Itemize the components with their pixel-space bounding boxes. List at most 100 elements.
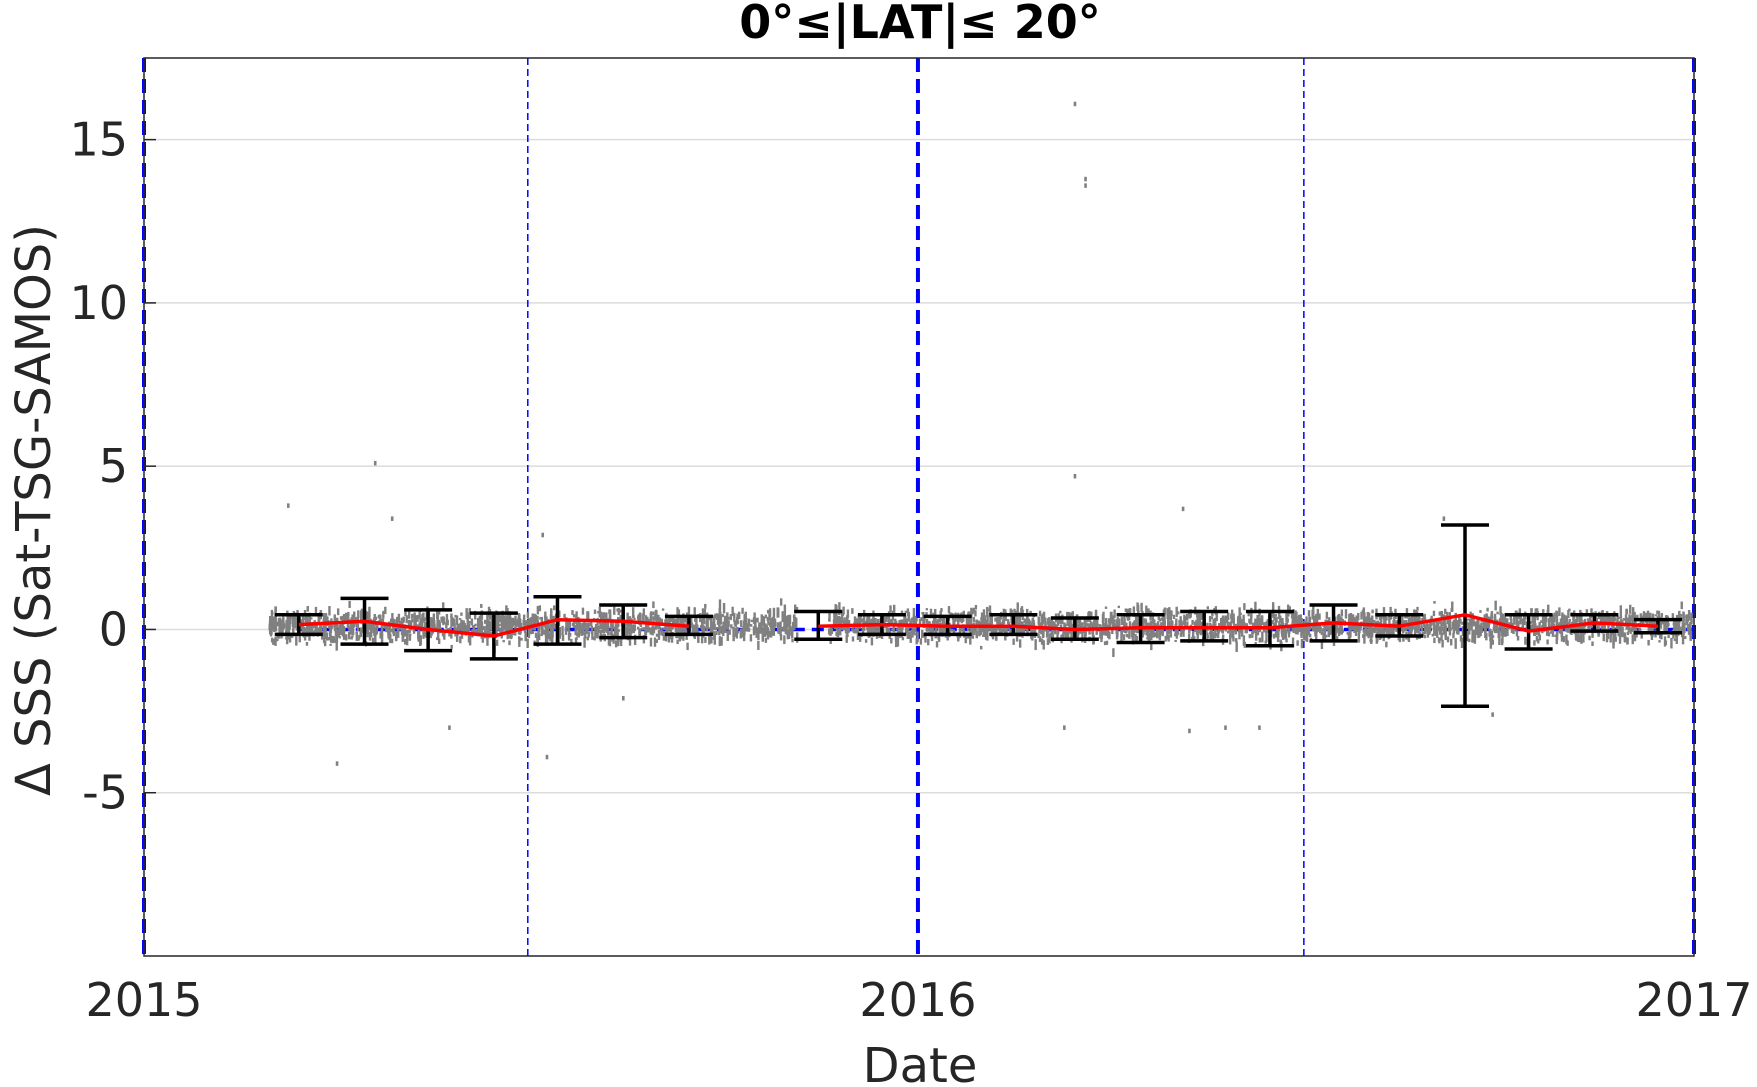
scatter-point — [1591, 641, 1594, 647]
scatter-point — [1042, 611, 1046, 623]
scatter-point — [995, 637, 998, 641]
scatter-point — [1395, 626, 1398, 632]
scatter-point — [1015, 615, 1018, 623]
scatter-point — [1612, 638, 1615, 649]
y-axis-label: Δ SSS (Sat-TSG-SAMOS) — [6, 224, 62, 796]
scatter-point — [1001, 625, 1004, 633]
scatter-point — [1145, 628, 1148, 636]
scatter-point — [1493, 616, 1497, 620]
scatter-point — [1210, 629, 1214, 633]
scatter-point — [467, 625, 470, 632]
scatter-point — [1161, 627, 1165, 633]
scatter-point — [651, 625, 654, 636]
scatter-point — [456, 626, 460, 634]
scatter-point — [1346, 631, 1349, 635]
scatter-point — [671, 617, 675, 622]
scatter-point — [1631, 607, 1635, 618]
scatter-point — [1032, 622, 1036, 628]
scatter-point — [1361, 609, 1365, 613]
scatter-point — [1033, 628, 1037, 635]
scatter-point — [1617, 626, 1620, 637]
scatter-outlier — [286, 503, 290, 508]
scatter-point — [1472, 621, 1475, 626]
scatter-point — [534, 620, 537, 623]
scatter-point — [1659, 623, 1662, 627]
scatter-point — [1062, 629, 1065, 636]
scatter-point — [1423, 624, 1427, 635]
scatter-point — [1467, 618, 1470, 621]
scatter-point — [1300, 631, 1303, 638]
scatter-point — [368, 622, 372, 629]
scatter-point — [1500, 628, 1503, 636]
scatter-point — [1264, 640, 1267, 644]
scatter-point — [1355, 615, 1358, 622]
scatter-point — [279, 629, 283, 636]
scatter-point — [1215, 628, 1218, 632]
scatter-point — [1580, 640, 1583, 644]
scatter-point — [561, 625, 564, 636]
scatter-point — [1112, 648, 1115, 657]
scatter-point — [1211, 612, 1214, 617]
scatter-point — [310, 624, 314, 636]
scatter-point — [1256, 627, 1260, 636]
scatter-point — [1560, 628, 1563, 637]
scatter-point — [388, 628, 391, 632]
scatter-point — [1143, 629, 1146, 632]
scatter-point — [892, 604, 896, 614]
scatter-point — [1371, 628, 1375, 633]
scatter-point — [380, 633, 384, 644]
scatter-point — [338, 635, 341, 639]
scatter-point — [1404, 626, 1408, 632]
scatter-point — [769, 630, 773, 638]
scatter-point — [1187, 633, 1191, 643]
scatter-point — [1348, 613, 1351, 625]
scatter-point — [1348, 629, 1352, 639]
scatter-point — [1549, 616, 1552, 622]
scatter-point — [393, 619, 396, 624]
scatter-point — [336, 608, 340, 616]
scatter-point — [460, 620, 463, 631]
scatter-point — [783, 618, 786, 625]
scatter-point — [1618, 633, 1622, 644]
scatter-outlier — [335, 761, 339, 766]
scatter-point — [930, 635, 934, 642]
scatter-point — [1371, 609, 1374, 614]
scatter-point — [658, 617, 662, 625]
scatter-point — [1048, 633, 1051, 644]
scatter-point — [1094, 609, 1098, 618]
scatter-point — [1108, 618, 1112, 630]
scatter-point — [327, 637, 331, 641]
scatter-point — [515, 619, 519, 627]
scatter-point — [1605, 611, 1609, 614]
scatter-point — [745, 617, 748, 628]
scatter-point — [596, 622, 599, 626]
scatter-point — [960, 619, 964, 624]
scatter-point — [313, 629, 317, 633]
scatter-point — [581, 607, 585, 615]
scatter-point — [760, 627, 763, 632]
scatter-point — [1414, 609, 1418, 615]
scatter-point — [472, 625, 476, 634]
scatter-point — [1071, 611, 1074, 618]
scatter-point — [1631, 624, 1635, 632]
scatter-point — [1589, 624, 1593, 628]
scatter-point — [681, 627, 684, 631]
scatter-point — [536, 615, 539, 627]
scatter-point — [1225, 616, 1229, 620]
scatter-point — [401, 620, 405, 624]
scatter-point — [415, 624, 418, 627]
scatter-point — [1414, 629, 1417, 638]
scatter-point — [1120, 628, 1123, 634]
scatter-point — [1474, 621, 1478, 632]
scatter-point — [1104, 628, 1107, 636]
scatter-point — [701, 616, 704, 623]
scatter-point — [638, 628, 641, 637]
scatter-point — [463, 623, 466, 634]
scatter-point — [1038, 610, 1042, 617]
scatter-point — [1417, 614, 1420, 624]
scatter-point — [1136, 604, 1140, 616]
scatter-point — [497, 619, 500, 631]
scatter-point — [710, 637, 713, 644]
scatter-point — [715, 626, 718, 630]
scatter-point — [448, 632, 451, 637]
